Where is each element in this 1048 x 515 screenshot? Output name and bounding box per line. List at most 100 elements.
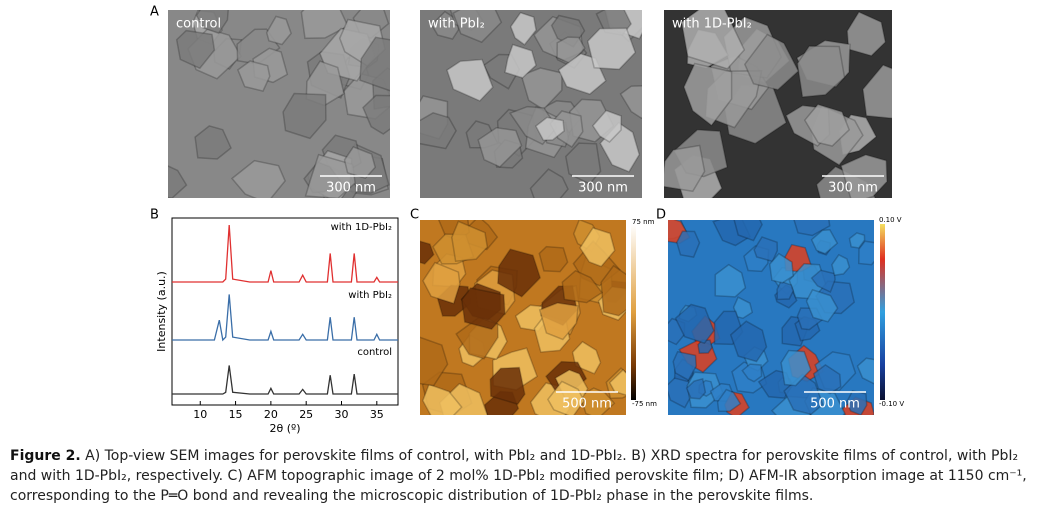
grain (579, 227, 616, 268)
grain (561, 269, 604, 304)
x-tick-label: 10 (193, 408, 207, 421)
grain (538, 245, 569, 273)
grain (451, 220, 489, 263)
scale-bar-label: 500 nm (562, 397, 612, 412)
series-label: control (357, 347, 392, 358)
colorbar-label: -0.10 V (879, 400, 904, 408)
grain (446, 58, 494, 102)
grain (359, 36, 390, 92)
caption-label: Figure 2. (10, 448, 81, 464)
scale-bar-label: 300 nm (828, 181, 878, 196)
grain (716, 388, 742, 412)
x-tick-label: 15 (229, 408, 243, 421)
plot-frame (171, 217, 399, 406)
grain (608, 368, 626, 396)
grain (265, 15, 292, 46)
grain (452, 10, 503, 44)
grain (805, 288, 839, 323)
colorbar-label: 0.10 V (879, 216, 902, 224)
panel-label: D (656, 208, 666, 223)
grain (420, 111, 457, 150)
scale-bar-label: 500 nm (810, 397, 860, 412)
y-axis-label: Intensity (a.u.) (155, 271, 168, 352)
grain (591, 109, 622, 143)
grain (685, 377, 707, 400)
grain (497, 248, 542, 298)
panel-label: B (150, 208, 159, 223)
x-tick-label: 25 (299, 408, 313, 421)
grain (846, 11, 887, 57)
grain (236, 60, 271, 92)
sem-label: with PbI₂ (428, 17, 485, 32)
grain (300, 10, 349, 40)
grain (812, 363, 842, 395)
grain (420, 240, 435, 265)
x-axis-label: 2θ (º) (270, 422, 301, 435)
grain (796, 45, 846, 98)
grain (856, 357, 874, 385)
texture (420, 10, 642, 198)
caption-text: A) Top-view SEM images for perovskite fi… (10, 448, 1027, 504)
grain (810, 229, 839, 255)
grain (733, 220, 763, 242)
grain (683, 62, 733, 127)
texture (668, 220, 874, 415)
grain (848, 232, 866, 249)
grain (362, 94, 390, 135)
xrd-line (172, 365, 398, 395)
grain (664, 144, 706, 193)
grain (461, 287, 506, 330)
grain (194, 125, 232, 160)
grain (477, 127, 523, 168)
grain (831, 253, 851, 277)
grain (168, 165, 188, 198)
grain (282, 92, 327, 140)
x-tick-label: 20 (264, 408, 278, 421)
grain (509, 11, 537, 46)
colorbar (631, 224, 636, 400)
grain (619, 85, 642, 120)
grain (714, 263, 747, 298)
grain (564, 142, 602, 185)
grain (175, 29, 216, 70)
series-label: with PbI₂ (348, 290, 392, 301)
grain (858, 240, 874, 266)
colorbar-label: -75 nm (632, 400, 657, 408)
grain (729, 320, 768, 363)
grain (343, 145, 377, 180)
grain (776, 280, 795, 301)
grain (571, 340, 602, 375)
texture (664, 10, 892, 198)
grain (489, 366, 526, 406)
x-tick-label: 30 (335, 408, 349, 421)
grain (504, 43, 537, 79)
grain (674, 303, 715, 345)
grain (862, 64, 892, 120)
sem-label: control (176, 17, 221, 32)
grain (420, 336, 449, 387)
grain (230, 159, 286, 198)
grain (697, 339, 713, 354)
grain (534, 116, 565, 142)
scale-bar-label: 300 nm (578, 181, 628, 196)
grain (680, 10, 746, 70)
grain (768, 252, 794, 284)
grain (422, 261, 461, 305)
grain (675, 230, 701, 258)
grain (421, 383, 463, 415)
xrd-line (172, 224, 398, 283)
grain (529, 168, 569, 198)
colorbar (880, 224, 885, 400)
grain (741, 363, 763, 383)
colorbar-label: 75 nm (632, 218, 655, 226)
grain (803, 103, 851, 147)
grain (547, 380, 585, 415)
grain (195, 10, 229, 35)
xrd-line (172, 294, 398, 342)
panel-label: A (150, 5, 159, 20)
series-label: with 1D-PbI₂ (331, 222, 392, 233)
x-tick-label: 35 (370, 408, 384, 421)
panel-label: C (410, 208, 419, 223)
